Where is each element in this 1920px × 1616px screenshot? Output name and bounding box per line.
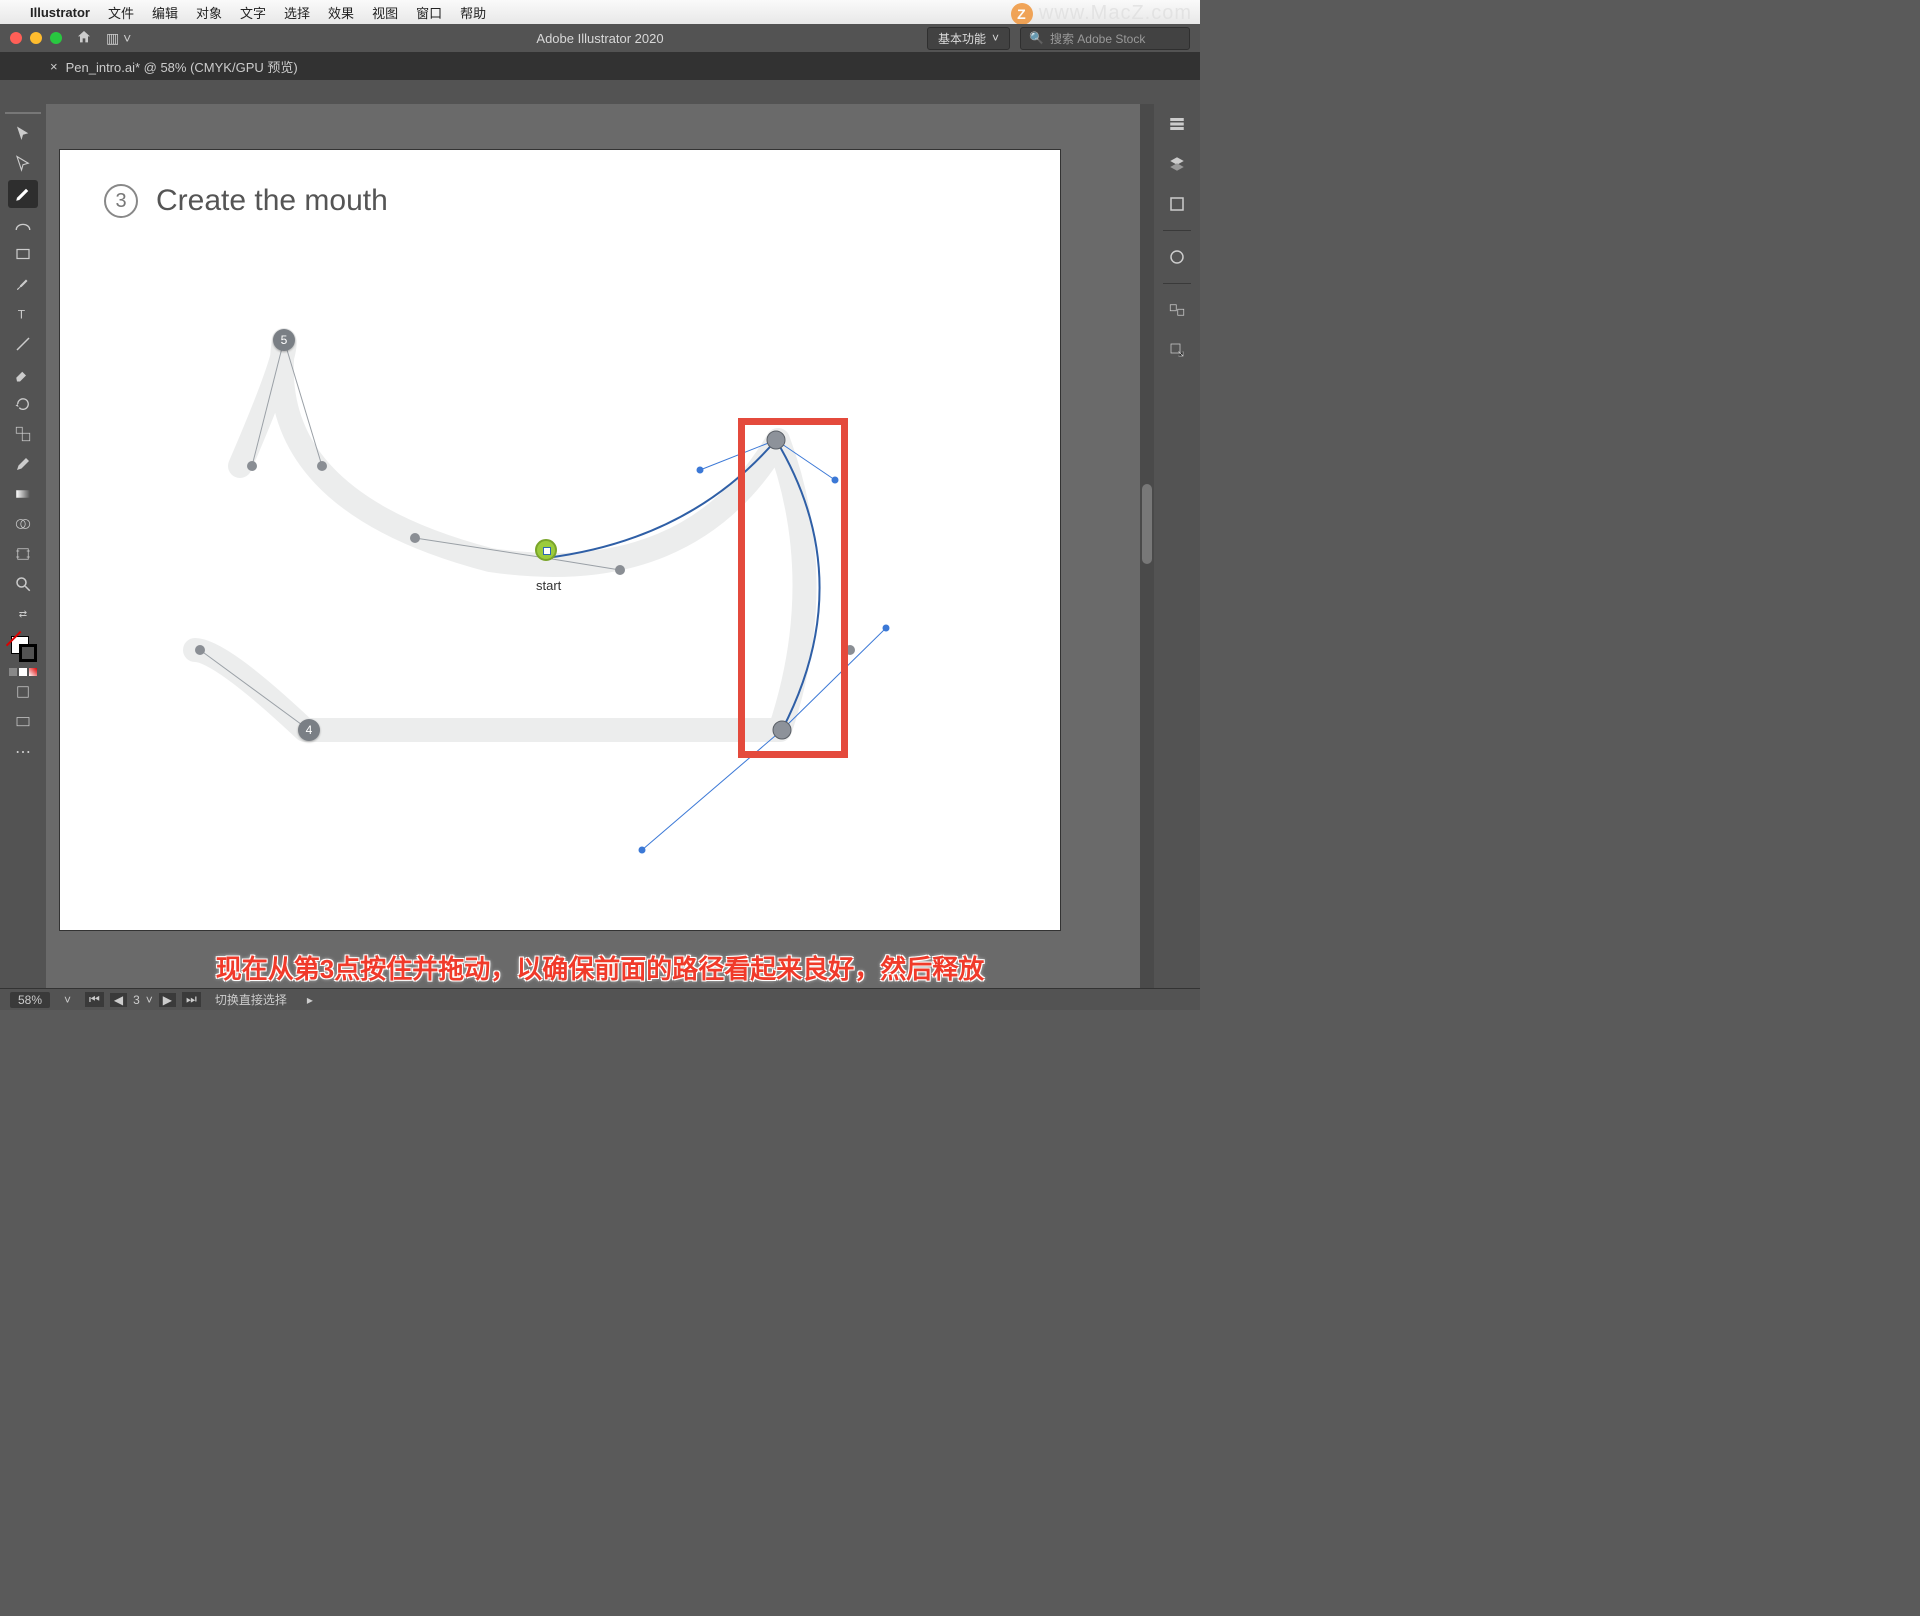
canvas-area[interactable]: 3 Create the mouth start 5 4 [46,104,1154,988]
fill-stroke-toggle[interactable]: ⇄ [8,600,38,628]
document-tabstrip: × Pen_intro.ai* @ 58% (CMYK/GPU 预览) [0,52,1200,80]
artboards-panel-icon[interactable] [1162,296,1192,324]
document-tab[interactable]: Pen_intro.ai* @ 58% (CMYK/GPU 预览) [66,57,298,76]
selection-mode-label[interactable]: 切换直接选择 [215,991,287,1008]
start-label: start [536,578,561,593]
libraries-panel-icon[interactable] [1162,190,1192,218]
artwork-svg [60,150,1060,930]
artboard[interactable]: 3 Create the mouth start 5 4 [60,150,1060,930]
layers-panel-icon[interactable] [1162,150,1192,178]
menu-select[interactable]: 选择 [284,3,310,22]
menu-file[interactable]: 文件 [108,3,134,22]
vertical-scrollbar[interactable] [1140,104,1154,988]
eraser-tool[interactable] [8,360,38,388]
app-window: ▥ ˅ Adobe Illustrator 2020 基本功能˅ 🔍 搜索 Ad… [0,24,1200,1010]
color-mode-row[interactable] [9,668,37,676]
first-artboard-icon[interactable]: ⏮ [85,992,104,1007]
fill-stroke-swatch[interactable] [9,634,37,662]
shape-builder-tool[interactable] [8,510,38,538]
home-icon[interactable] [76,29,92,48]
status-bar: 58% ˅ ⏮ ◀ 3 ˅ ▶ ⏭ 切换直接选择 ▸ [0,988,1200,1010]
menu-type[interactable]: 文字 [240,3,266,22]
menu-window[interactable]: 窗口 [416,3,442,22]
right-panel-dock [1154,104,1200,988]
appearance-panel-icon[interactable] [1162,243,1192,271]
node-marker-5: 5 [273,329,295,351]
svg-text:T: T [18,308,26,322]
rectangle-tool[interactable] [8,240,38,268]
draw-mode[interactable] [8,678,38,706]
chevron-down-icon: ˅ [992,31,999,45]
close-tab-icon[interactable]: × [50,59,58,74]
pen-tool[interactable] [8,180,38,208]
artboard-pager[interactable]: ⏮ ◀ 3 ˅ ▶ ⏭ [85,992,201,1007]
artboard-tool[interactable] [8,540,38,568]
selection-tool[interactable] [8,120,38,148]
menu-edit[interactable]: 编辑 [152,3,178,22]
gradient-tool[interactable] [8,480,38,508]
prev-artboard-icon[interactable]: ◀ [110,993,127,1007]
search-adobe-stock[interactable]: 🔍 搜索 Adobe Stock [1020,27,1190,50]
eyedropper-tool[interactable] [8,450,38,478]
zoom-level[interactable]: 58% [10,992,50,1008]
menu-effect[interactable]: 效果 [328,3,354,22]
start-anchor [535,539,557,561]
artboard-number[interactable]: 3 [133,993,140,1007]
tools-panel: T ⇄ ⋯ [0,104,46,988]
stroke-color[interactable] [19,644,37,662]
minimize-window-button[interactable] [30,32,42,44]
menu-help[interactable]: 帮助 [460,3,486,22]
arrange-documents-icon[interactable]: ▥ ˅ [106,30,131,47]
type-tool[interactable]: T [8,300,38,328]
window-titlebar: ▥ ˅ Adobe Illustrator 2020 基本功能˅ 🔍 搜索 Ad… [0,24,1200,52]
curvature-tool[interactable] [8,210,38,238]
scale-tool[interactable] [8,420,38,448]
highlight-box [738,418,848,758]
direct-selection-tool[interactable] [8,150,38,178]
next-artboard-icon[interactable]: ▶ [159,993,176,1007]
scrollbar-thumb[interactable] [1142,484,1152,564]
rotate-tool[interactable] [8,390,38,418]
edit-toolbar[interactable]: ⋯ [8,738,38,766]
watermark: Z www.MacZ.com [1011,2,1192,25]
last-artboard-icon[interactable]: ⏭ [182,992,201,1007]
node-marker-4: 4 [298,719,320,741]
asset-export-panel-icon[interactable] [1162,336,1192,364]
properties-panel-icon[interactable] [1162,110,1192,138]
line-tool[interactable] [8,330,38,358]
screen-mode[interactable] [8,708,38,736]
paintbrush-tool[interactable] [8,270,38,298]
tutorial-caption: 现在从第3点按住并拖动，以确保前面的路径看起来良好，然后释放 [0,949,1200,986]
search-icon: 🔍 [1029,31,1044,45]
menu-view[interactable]: 视图 [372,3,398,22]
close-window-button[interactable] [10,32,22,44]
zoom-window-button[interactable] [50,32,62,44]
menu-object[interactable]: 对象 [196,3,222,22]
window-title: Adobe Illustrator 2020 [536,31,663,46]
app-name[interactable]: Illustrator [30,5,90,20]
workspace-selector[interactable]: 基本功能˅ [927,27,1010,50]
zoom-tool[interactable] [8,570,38,598]
mac-menu-bar: Illustrator 文件 编辑 对象 文字 选择 效果 视图 窗口 帮助 Z… [0,0,1200,24]
traffic-lights [10,32,62,44]
